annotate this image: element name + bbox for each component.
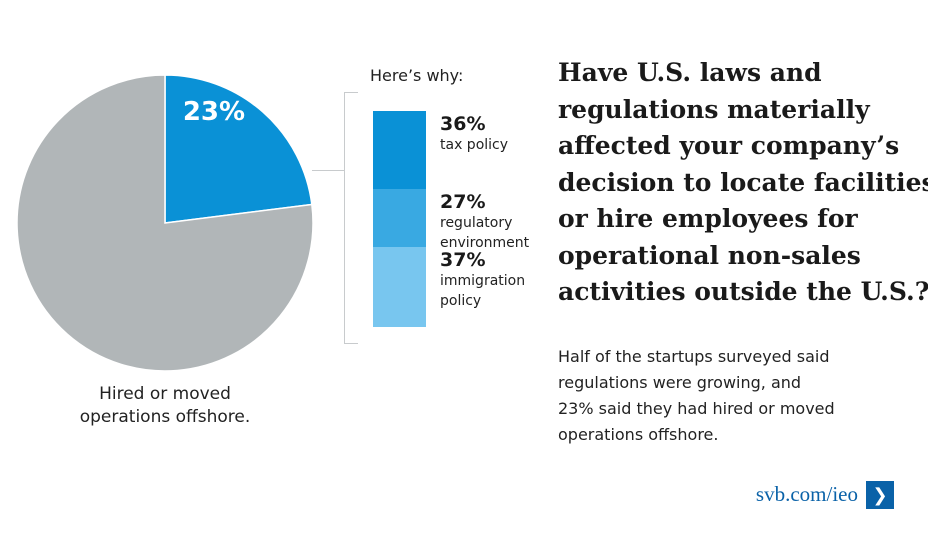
stack-category: immigration <box>440 273 526 289</box>
headline-line: regulations materially <box>558 94 870 124</box>
headline-line: decision to locate facilities <box>558 167 928 197</box>
footer-link[interactable]: svb.com/ieo <box>755 482 858 506</box>
stack-label-1: 27% regulatory environment <box>440 191 529 253</box>
summary-line: Half of the startups surveyed said <box>558 347 830 366</box>
pie-caption-line-2: operations offshore. <box>79 407 251 427</box>
headline-line: affected your company’s <box>558 131 900 160</box>
pie-slice-0 <box>164 74 313 224</box>
headline: Have U.S. laws and regulations materiall… <box>558 55 928 311</box>
pie-caption: Hired or moved operations offshore. <box>60 383 270 429</box>
stack-value: 36% <box>440 113 486 135</box>
stack-value: 27% <box>440 191 486 213</box>
stack-value: 37% <box>440 249 486 271</box>
breakdown-title: Here’s why: <box>370 66 464 85</box>
stack-label-0: 36% tax policy <box>440 113 508 155</box>
pie-slice-label: 23% <box>183 97 245 127</box>
headline-line: activities outside the U.S.? <box>558 277 928 306</box>
stack-category: regulatory <box>440 215 513 231</box>
headline-line: operational non-sales <box>558 240 861 270</box>
summary-line: regulations were growing, and <box>558 373 802 392</box>
stack-segment-0 <box>373 111 426 189</box>
headline-line: or hire employees for <box>558 204 858 233</box>
pie-caption-line-1: Hired or moved <box>99 384 231 404</box>
summary-line: 23% said they had hired or moved <box>558 399 835 418</box>
stack-category: tax policy <box>440 137 509 153</box>
bracket <box>344 92 358 344</box>
stack-segment-2 <box>373 247 426 327</box>
stack-segment-1 <box>373 189 426 247</box>
summary-line: operations offshore. <box>558 425 719 444</box>
stack-category: environment <box>440 235 530 251</box>
pie-slice-1 <box>16 74 314 372</box>
headline-line: Have U.S. laws and <box>558 58 822 87</box>
stack-category: policy <box>440 293 482 309</box>
summary-text: Half of the startups surveyed said regul… <box>558 344 858 448</box>
chevron-right-icon[interactable]: ❯ <box>866 481 894 509</box>
stack-label-2: 37% immigration policy <box>440 249 525 311</box>
bracket-connector <box>312 170 344 171</box>
pie-chart: 23% <box>16 74 314 372</box>
